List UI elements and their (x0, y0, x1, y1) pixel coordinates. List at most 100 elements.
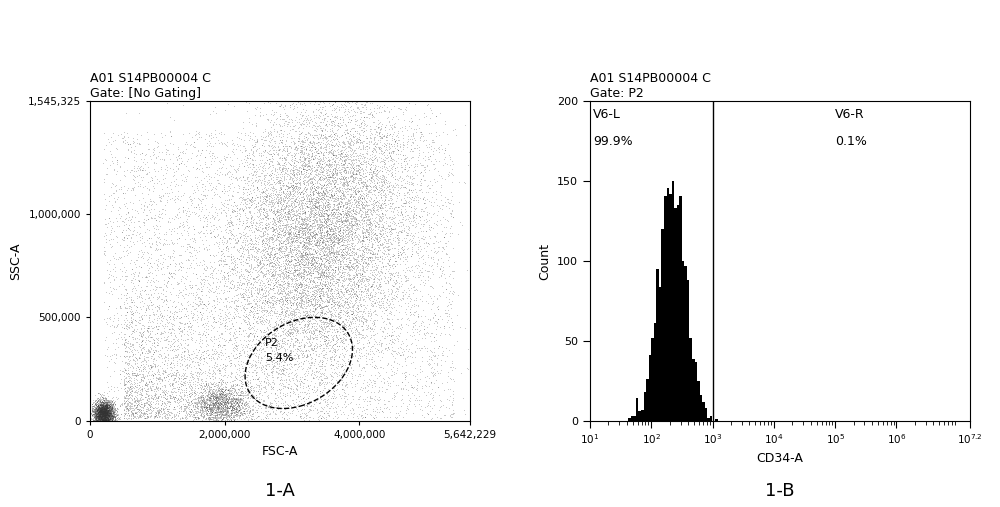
Point (152, 310, 168, 318)
Point (384, 331, 400, 339)
Point (322, 179, 338, 188)
Point (235, 228, 251, 236)
Point (281, 192, 297, 200)
Point (131, 109, 147, 117)
Point (261, 150, 277, 158)
Point (313, 208, 329, 216)
Point (455, 393, 471, 402)
Point (119, 383, 135, 391)
Point (206, 315, 222, 323)
Point (323, 365, 339, 373)
Point (319, 179, 335, 188)
Point (302, 297, 318, 305)
Point (205, 375, 221, 383)
Point (414, 382, 430, 390)
Point (374, 147, 390, 155)
Point (349, 278, 365, 286)
Point (99, 416, 115, 424)
Point (351, 298, 367, 306)
Point (226, 394, 242, 402)
Point (348, 279, 364, 287)
Point (262, 118, 278, 126)
Point (408, 210, 424, 219)
Point (377, 199, 393, 207)
Point (94, 409, 110, 417)
Point (236, 205, 252, 213)
Point (342, 193, 358, 201)
Point (196, 354, 212, 363)
Point (95, 415, 111, 423)
Point (344, 372, 360, 380)
Point (139, 158, 155, 166)
Point (274, 338, 290, 346)
Point (189, 151, 205, 159)
Point (154, 400, 170, 408)
Point (288, 230, 304, 238)
Point (222, 387, 238, 395)
Point (212, 390, 228, 398)
Point (351, 410, 367, 418)
Point (399, 126, 415, 134)
Point (371, 214, 387, 222)
Point (365, 161, 381, 169)
Point (124, 384, 140, 392)
Point (265, 191, 281, 199)
Point (317, 288, 333, 297)
Point (97, 415, 113, 423)
Point (256, 292, 272, 300)
Point (203, 406, 219, 414)
Point (301, 400, 317, 408)
Point (304, 385, 320, 393)
Point (297, 156, 313, 164)
Point (384, 115, 400, 123)
Point (91, 407, 107, 415)
Point (433, 330, 449, 338)
Point (281, 118, 297, 126)
Point (364, 347, 380, 355)
Point (326, 356, 342, 365)
Point (363, 282, 379, 291)
Point (287, 282, 303, 290)
Point (194, 147, 210, 155)
Point (105, 407, 121, 415)
Point (207, 370, 223, 378)
Point (99, 410, 115, 418)
Point (230, 236, 246, 244)
Point (143, 281, 159, 289)
Point (298, 304, 314, 312)
Point (156, 306, 172, 314)
Point (226, 412, 242, 420)
Point (340, 229, 356, 237)
Point (264, 246, 280, 254)
Point (337, 245, 353, 253)
Point (151, 409, 167, 417)
Point (353, 119, 369, 127)
Point (195, 320, 211, 328)
Point (295, 140, 311, 149)
Point (87, 410, 103, 418)
Point (262, 324, 278, 333)
Point (204, 322, 220, 330)
Point (271, 146, 287, 154)
Point (302, 332, 318, 340)
Point (214, 364, 230, 372)
Point (321, 160, 337, 168)
Point (129, 139, 145, 148)
Point (314, 379, 330, 387)
Point (98, 398, 114, 406)
Point (94, 412, 110, 420)
Point (190, 374, 206, 382)
Point (229, 263, 245, 271)
Point (317, 332, 333, 340)
Point (273, 293, 289, 301)
Point (238, 146, 254, 154)
Point (232, 404, 248, 412)
Point (133, 361, 149, 369)
Point (256, 369, 272, 377)
Point (254, 299, 270, 307)
Point (239, 279, 255, 287)
Point (313, 233, 329, 241)
Point (272, 226, 288, 234)
Point (286, 379, 302, 387)
Point (273, 101, 289, 109)
